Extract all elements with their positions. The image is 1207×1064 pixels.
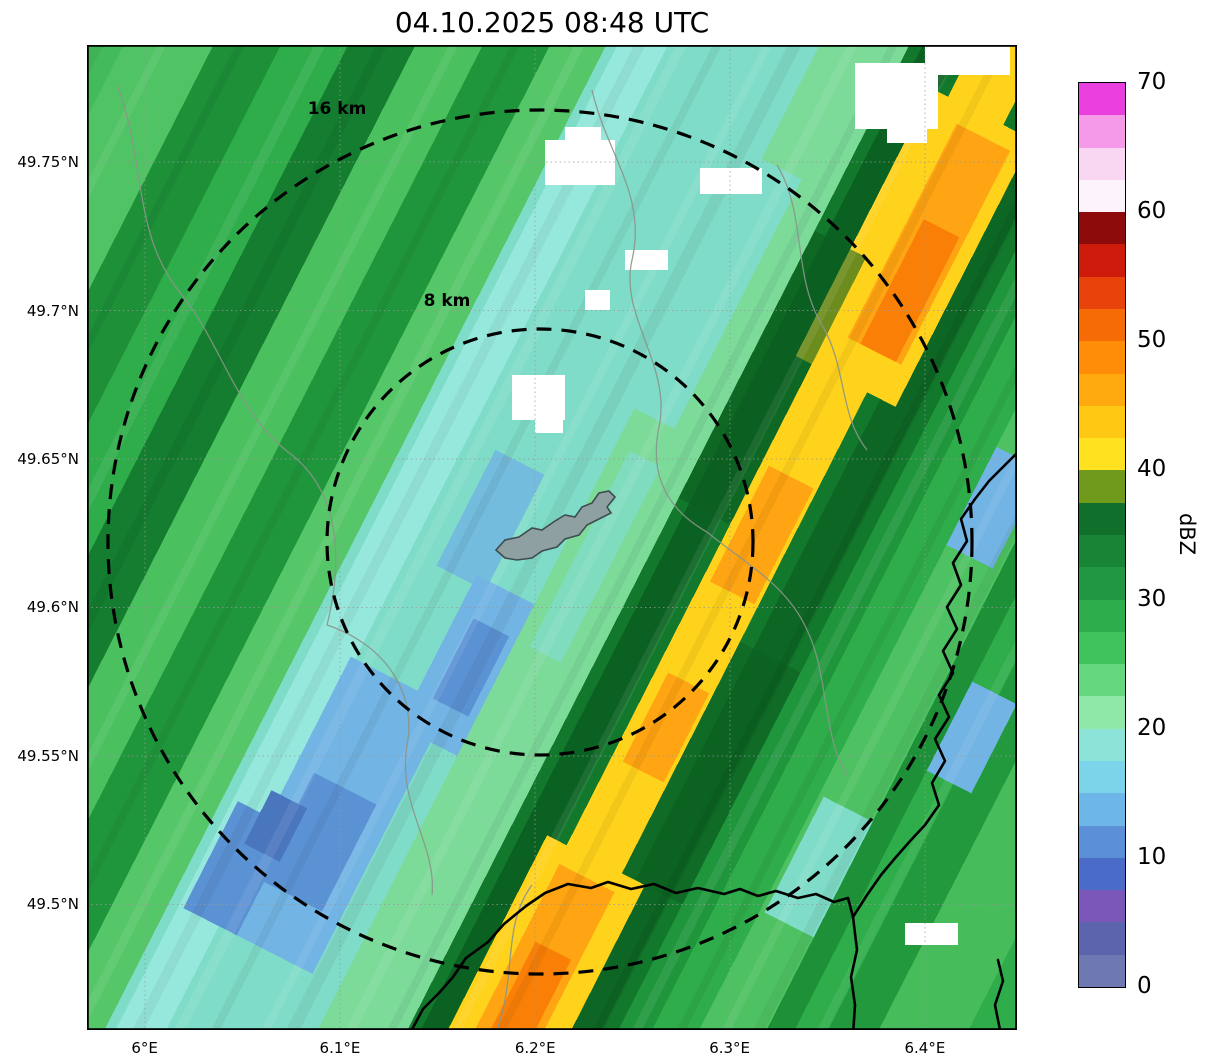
colorbar-segment — [1079, 469, 1125, 503]
colorbar-segment — [1079, 921, 1125, 955]
colorbar-segment — [1079, 954, 1125, 987]
graticule — [87, 45, 1017, 1030]
colorbar-segment — [1079, 857, 1125, 891]
colorbar-segment — [1079, 760, 1125, 794]
colorbar-tick-label: 60 — [1137, 198, 1167, 225]
lon-tick-label: 6.3°E — [709, 1039, 751, 1057]
colorbar-segment — [1079, 308, 1125, 342]
colorbar: 0 10 20 30 40 50 60 70 dBZ — [1078, 69, 1199, 999]
lon-tick-label: 6.4°E — [904, 1039, 946, 1057]
colorbar-tick-label: 30 — [1137, 585, 1167, 612]
colorbar-segment — [1079, 728, 1125, 761]
city-polygon — [494, 490, 617, 561]
map-plot: 16 km 8 km — [87, 45, 1017, 1030]
colorbar-segment — [1079, 825, 1125, 858]
colorbar-segment — [1079, 373, 1125, 406]
colorbar-segment — [1079, 147, 1125, 180]
lat-tick-label: 49.55°N — [17, 747, 79, 766]
country-borders — [410, 451, 1017, 1030]
colorbar-tick-label: 0 — [1137, 973, 1152, 999]
colorbar-segment — [1079, 631, 1125, 665]
colorbar-segment — [1079, 211, 1125, 245]
colorbar-tick-label: 20 — [1137, 714, 1167, 741]
range-ring-16km — [106, 108, 974, 976]
lat-tick-label: 49.75°N — [17, 153, 79, 172]
ring-label-16km: 16 km — [308, 99, 367, 119]
colorbar-segment — [1079, 243, 1125, 277]
colorbar-axis-label: dBZ — [1175, 512, 1199, 556]
colorbar-ticks: 0 10 20 30 40 50 60 70 — [1078, 69, 1166, 999]
colorbar-segment — [1079, 502, 1125, 535]
reflectivity-field — [87, 45, 1017, 1030]
colorbar-segment — [1079, 663, 1125, 697]
radar-map-svg: 16 km 8 km — [87, 45, 1017, 1030]
colorbar-gradient — [1078, 82, 1126, 988]
lat-tick-label: 49.65°N — [17, 449, 79, 468]
lon-tick-label: 6°E — [131, 1039, 158, 1057]
colorbar-segment — [1079, 889, 1125, 923]
colorbar-tick-label: 50 — [1137, 327, 1167, 354]
lon-tick-label: 6.2°E — [514, 1039, 556, 1057]
white-no-data-patches — [512, 45, 1010, 945]
colorbar-segment — [1079, 276, 1125, 309]
lat-tick-label: 49.5°N — [26, 894, 79, 913]
colorbar-segment — [1079, 792, 1125, 826]
colorbar-segment — [1079, 82, 1125, 116]
river-lines — [116, 84, 868, 1030]
colorbar-tick-label: 70 — [1137, 69, 1167, 95]
lon-tick-label: 6.1°E — [319, 1039, 361, 1057]
colorbar-segment — [1079, 114, 1125, 148]
colorbar-segment — [1079, 437, 1125, 471]
ring-label-8km: 8 km — [424, 291, 471, 311]
colorbar-segment — [1079, 566, 1125, 600]
colorbar-axis-label-wrap: dBZ — [1172, 82, 1202, 986]
lat-tick-label: 49.6°N — [26, 598, 79, 617]
border-corner — [993, 958, 1005, 1030]
lat-tick-label: 49.7°N — [26, 301, 79, 320]
colorbar-segment — [1079, 599, 1125, 632]
colorbar-segment — [1079, 534, 1125, 568]
colorbar-segment — [1079, 695, 1125, 729]
border-south — [410, 880, 859, 1030]
colorbar-tick-label: 10 — [1137, 843, 1167, 870]
plot-frame — [87, 45, 1017, 1030]
border-east — [851, 451, 1017, 919]
colorbar-segment — [1079, 179, 1125, 213]
figure-title: 04.10.2025 08:48 UTC — [394, 6, 710, 39]
colorbar-segment — [1079, 405, 1125, 439]
colorbar-tick-label: 40 — [1137, 456, 1167, 483]
colorbar-segment — [1079, 340, 1125, 374]
range-rings: 16 km 8 km — [106, 99, 974, 976]
range-ring-8km — [325, 327, 755, 757]
